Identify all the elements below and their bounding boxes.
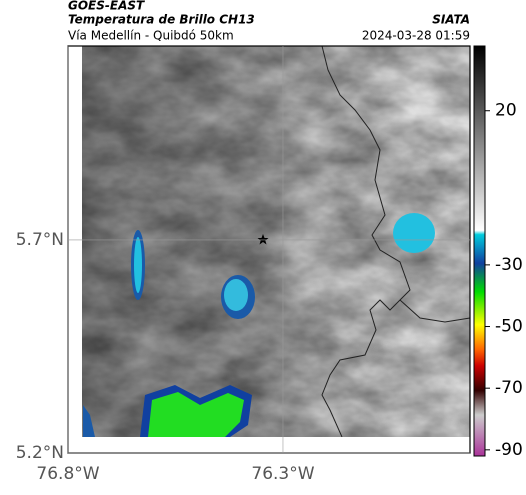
colorbar-tick-label: -90	[495, 440, 523, 460]
colorbar-tick-label: -70	[495, 378, 523, 398]
lat-tick-label: 5.2°N	[16, 443, 64, 463]
lon-tick-label: 76.3°W	[251, 464, 314, 484]
source: GOES-EAST	[68, 0, 145, 13]
colorbar-tick-label: -30	[495, 255, 523, 275]
colorbar	[473, 45, 486, 457]
satellite-image	[82, 46, 470, 437]
colorbar-tick-label: -50	[495, 317, 523, 337]
title: Temperatura de Brillo CH13	[68, 13, 255, 27]
lon-tick-label: 76.8°W	[36, 464, 99, 484]
lat-tick-label: 5.7°N	[16, 230, 64, 250]
colorbar-tick-label: 20	[495, 101, 517, 121]
location-marker	[257, 234, 269, 245]
timestamp: 2024-03-28 01:59	[362, 29, 470, 43]
agency: SIATA	[432, 13, 470, 27]
subtitle: Vía Medellín - Quibdó 50km	[68, 29, 234, 43]
